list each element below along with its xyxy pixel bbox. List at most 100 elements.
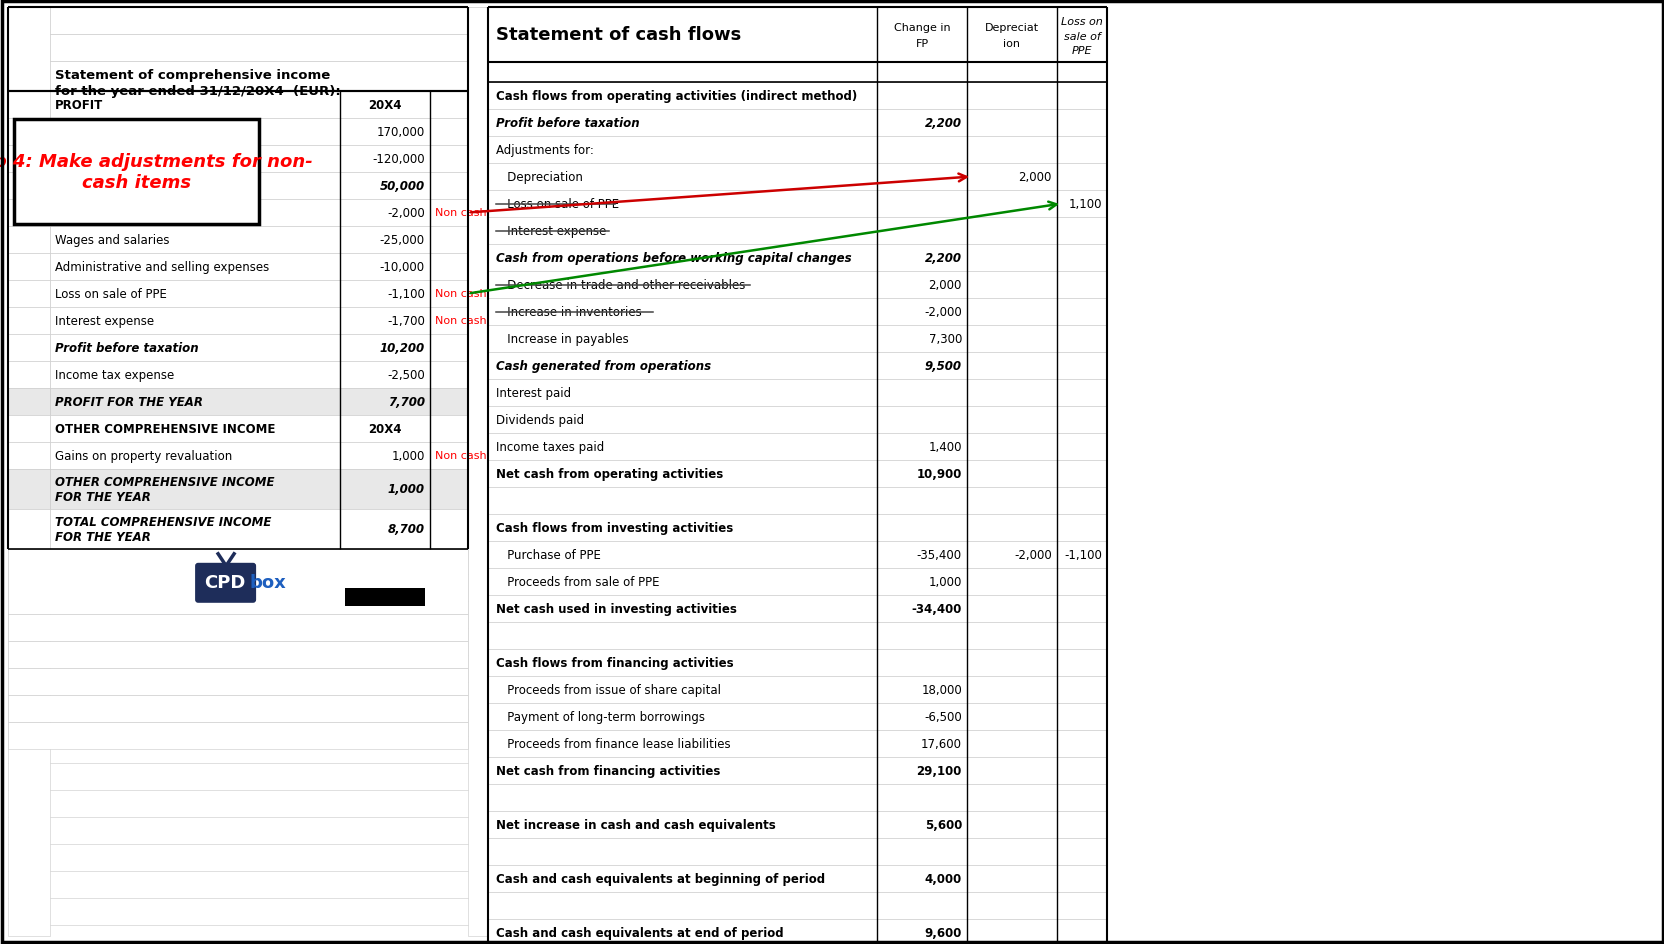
Bar [50,254,339,280]
Bar [1057,731,1107,757]
Bar [1057,164,1107,191]
Bar [339,254,429,280]
Text: PPE: PPE [1072,46,1092,56]
Bar [488,137,877,164]
Text: box: box [250,573,286,591]
Bar [967,542,1057,568]
Bar [488,676,877,703]
Bar [488,272,877,298]
Text: Decrease in trade and other receivables: Decrease in trade and other receivables [496,278,745,292]
Text: Profit before taxation: Profit before taxation [55,342,198,355]
Text: 8,700: 8,700 [388,523,424,536]
Text: Loss on sale of PPE: Loss on sale of PPE [55,288,166,301]
Text: Cash from operations before working capital changes: Cash from operations before working capi… [496,252,850,264]
Text: PROFIT FOR THE YEAR: PROFIT FOR THE YEAR [55,396,203,409]
Text: 18,000: 18,000 [920,683,962,697]
Bar [339,469,429,510]
Bar [8,254,50,280]
Text: 170,000: 170,000 [376,126,424,139]
Text: 17,600: 17,600 [920,737,962,750]
Bar [877,353,967,379]
Text: Depreciat: Depreciat [985,24,1038,33]
Text: ion: ion [1003,40,1020,49]
Bar [877,272,967,298]
Bar [50,308,339,334]
Bar [1057,110,1107,137]
Text: FOR THE YEAR: FOR THE YEAR [55,531,151,544]
Bar [339,389,429,415]
Bar [429,280,468,308]
Text: 1,100: 1,100 [1068,198,1102,211]
Bar [50,35,468,62]
Bar [877,622,967,649]
Text: Interest expense: Interest expense [496,225,606,238]
Bar [8,334,50,362]
Text: 1,000: 1,000 [391,449,424,463]
Text: Change in: Change in [894,24,950,33]
Bar [967,649,1057,676]
Bar [877,838,967,865]
Bar [429,510,468,549]
Bar [967,568,1057,596]
Bar [488,164,877,191]
Bar [877,811,967,838]
Bar [488,811,877,838]
Bar [8,145,50,173]
Bar [877,568,967,596]
Text: Proceeds from sale of PPE: Proceeds from sale of PPE [496,576,659,588]
Bar [8,119,50,145]
Text: Interest paid: Interest paid [496,387,571,399]
Text: -25,000: -25,000 [379,234,424,246]
Bar [488,218,877,244]
Text: TOTAL COMPREHENSIVE INCOME: TOTAL COMPREHENSIVE INCOME [55,515,271,529]
Text: 20X4: 20X4 [368,99,401,112]
Bar [1057,83,1107,110]
Bar [877,919,967,944]
Bar [1057,272,1107,298]
Bar [339,308,429,334]
Bar [967,622,1057,649]
Text: -10,000: -10,000 [379,261,424,274]
Bar [877,407,967,433]
Bar [1057,784,1107,811]
Bar [339,92,429,119]
Bar [13,120,260,225]
Bar [877,542,967,568]
Bar [8,722,468,750]
Text: 7,300: 7,300 [929,332,962,346]
Bar [50,334,339,362]
Bar [429,119,468,145]
Text: Proceeds from issue of share capital: Proceeds from issue of share capital [496,683,721,697]
Bar [488,622,877,649]
Text: 29,100: 29,100 [917,765,962,777]
Bar [1057,703,1107,731]
Text: Depreciation: Depreciation [496,171,582,184]
Text: Increase in inventories: Increase in inventories [496,306,641,319]
Text: Net cash used in investing activities: Net cash used in investing activities [496,602,737,615]
Text: Non cash: Non cash [434,209,486,218]
Bar [8,469,50,510]
Text: Net increase in cash and cash equivalents: Net increase in cash and cash equivalent… [496,818,775,831]
Bar [488,649,877,676]
Bar [488,865,877,892]
Bar [967,784,1057,811]
Bar [1057,218,1107,244]
Bar [967,218,1057,244]
Bar [967,514,1057,542]
Bar [344,588,424,606]
Text: Sales: Sales [55,126,87,139]
Bar [8,8,50,936]
Bar [488,703,877,731]
Bar [488,542,877,568]
Text: -1,100: -1,100 [388,288,424,301]
Text: 50,000: 50,000 [379,179,424,193]
Bar [429,389,468,415]
Text: Cash generated from operations: Cash generated from operations [496,360,711,373]
Bar [429,173,468,200]
Bar [8,92,50,119]
Bar [339,200,429,227]
Bar [8,389,50,415]
Text: -120,000: -120,000 [373,153,424,166]
Bar [8,443,50,469]
Bar [1057,811,1107,838]
